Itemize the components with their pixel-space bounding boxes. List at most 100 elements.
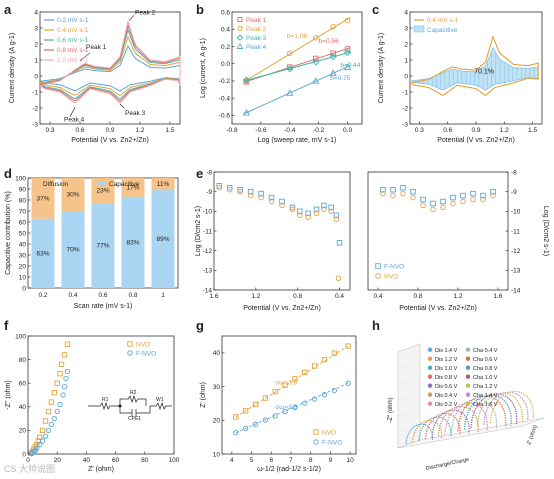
data-point bbox=[430, 206, 436, 213]
circuit-label: R2 bbox=[130, 390, 137, 396]
data-point bbox=[247, 192, 254, 199]
x-axis-title: Potential (V vs. Zn2+/Zn) bbox=[243, 305, 321, 312]
plot-frame bbox=[27, 335, 175, 455]
y-tick-label: -0.4 bbox=[219, 95, 231, 102]
y-tick-label: 90 bbox=[19, 186, 27, 193]
legend-label: NVO bbox=[136, 342, 150, 349]
legend-label: 0.8 mV s-1 bbox=[57, 47, 89, 54]
y-tick-label: 40 bbox=[213, 350, 221, 357]
x-tick-label: 1.5 bbox=[528, 127, 537, 134]
legend-marker bbox=[313, 429, 319, 435]
legend-label: Peak 2 bbox=[246, 26, 267, 33]
x-tick-label: 0.3 bbox=[45, 127, 54, 134]
legend-marker bbox=[237, 26, 243, 31]
legend-label: Cha 1.4 V bbox=[473, 393, 498, 399]
data-point bbox=[39, 438, 46, 444]
circuit-node bbox=[118, 404, 122, 408]
nyquist-arc bbox=[431, 409, 470, 438]
legend-marker bbox=[465, 401, 471, 406]
panel-letter: a bbox=[4, 2, 12, 17]
y-tick-label: 0.4 bbox=[221, 27, 230, 34]
plot-frame bbox=[221, 335, 357, 455]
nyquist-arc bbox=[424, 413, 461, 440]
data-point bbox=[279, 202, 285, 209]
data-point bbox=[470, 196, 476, 203]
legend-marker bbox=[375, 263, 381, 269]
data-point bbox=[242, 425, 249, 432]
y-tick-label: 3 bbox=[404, 25, 408, 32]
data-point bbox=[460, 192, 466, 199]
legend-label: Dis 1.2 V bbox=[435, 357, 458, 363]
data-point bbox=[400, 190, 406, 197]
x-tick-label: 0.2 bbox=[38, 292, 47, 299]
x-tick-label: 1.6 bbox=[209, 293, 218, 300]
data-point bbox=[242, 108, 251, 116]
fit-line bbox=[243, 51, 351, 82]
plot-frame bbox=[367, 171, 509, 291]
y-axis-title: -Z'' (ohm) bbox=[5, 380, 12, 410]
panel-d: d 63% 37% 0.2 70% 30% 0.4 77% 23% 0.6 83% 17% 0.8 89%… bbox=[4, 166, 179, 310]
y-tick-label: -3 bbox=[32, 121, 38, 128]
annotation-arrow bbox=[119, 103, 125, 109]
data-point bbox=[262, 395, 269, 401]
x-tick-label: 80 bbox=[141, 457, 149, 464]
legend-marker bbox=[313, 439, 319, 445]
data-point bbox=[64, 341, 71, 347]
data-point bbox=[313, 210, 320, 217]
data-point bbox=[279, 198, 285, 205]
data-point bbox=[330, 50, 336, 57]
data-point bbox=[226, 184, 233, 191]
data-point bbox=[343, 63, 352, 70]
data-point bbox=[292, 376, 298, 382]
y-tick-label: -1 bbox=[32, 89, 38, 96]
data-point bbox=[34, 445, 40, 451]
y-tick-label: 50 bbox=[19, 230, 27, 237]
x-axis-title: ω-1/2 (rad-1/2 s-1/2) bbox=[257, 466, 321, 473]
data-point bbox=[286, 89, 294, 96]
y-tick-label: 10 bbox=[19, 274, 27, 281]
y-tick-label: 70 bbox=[19, 208, 27, 215]
y-tick-label: -13 bbox=[511, 268, 521, 275]
y-axis-title: Current density (A g-1) bbox=[378, 33, 385, 103]
data-point bbox=[302, 400, 308, 406]
grid-line bbox=[397, 391, 421, 401]
data-point bbox=[289, 204, 296, 211]
nyquist-arc bbox=[450, 398, 497, 433]
data-point bbox=[286, 65, 294, 73]
data-point bbox=[440, 198, 446, 205]
y-tick-label: 1 bbox=[34, 57, 38, 64]
x-tick-label: 0.0 bbox=[343, 127, 352, 134]
y-axis-title: Capacitive contribution (%) bbox=[5, 191, 12, 275]
data-point bbox=[48, 421, 55, 428]
plot-floor bbox=[397, 417, 545, 449]
data-point bbox=[400, 184, 406, 191]
data-point bbox=[61, 352, 68, 358]
peak-annotation: Peak 4 bbox=[64, 117, 85, 124]
x-tick-label: 5 bbox=[250, 457, 254, 464]
y-tick-label: 0.0 bbox=[221, 61, 230, 68]
y-tick-label: 60 bbox=[19, 381, 27, 388]
y-tick-label: -10 bbox=[511, 209, 521, 216]
x-tick-label: 0.4 bbox=[335, 293, 344, 300]
y-tick-label: 0.2 bbox=[221, 44, 230, 51]
bar-value-label: 11% bbox=[157, 181, 170, 188]
y-tick-label: 100 bbox=[15, 333, 26, 340]
data-point bbox=[37, 441, 43, 448]
data-point bbox=[297, 212, 303, 219]
x-tick-label: -0.4 bbox=[284, 127, 296, 134]
x-axis-title: Scan rate (mV s-1) bbox=[74, 303, 133, 310]
legend-label: Cha 0.6 V bbox=[473, 357, 498, 363]
bar-diffusion bbox=[91, 178, 115, 204]
legend-label: Dis 0.6 V bbox=[435, 384, 458, 390]
y-tick-label: 0 bbox=[34, 73, 38, 80]
y-tick-label: -2 bbox=[402, 105, 408, 112]
y-tick-label: 3 bbox=[34, 25, 38, 32]
legend-label: Peak 3 bbox=[246, 35, 267, 42]
panel-letter: d bbox=[4, 166, 12, 181]
legend-label: Peak 4 bbox=[246, 44, 267, 51]
nyquist-arc bbox=[476, 392, 523, 427]
x-tick-label: 1.6 bbox=[493, 293, 502, 300]
y-tick-label: -11 bbox=[511, 228, 520, 235]
legend-marker bbox=[237, 17, 243, 22]
x-tick-label: 1.2 bbox=[135, 127, 144, 134]
